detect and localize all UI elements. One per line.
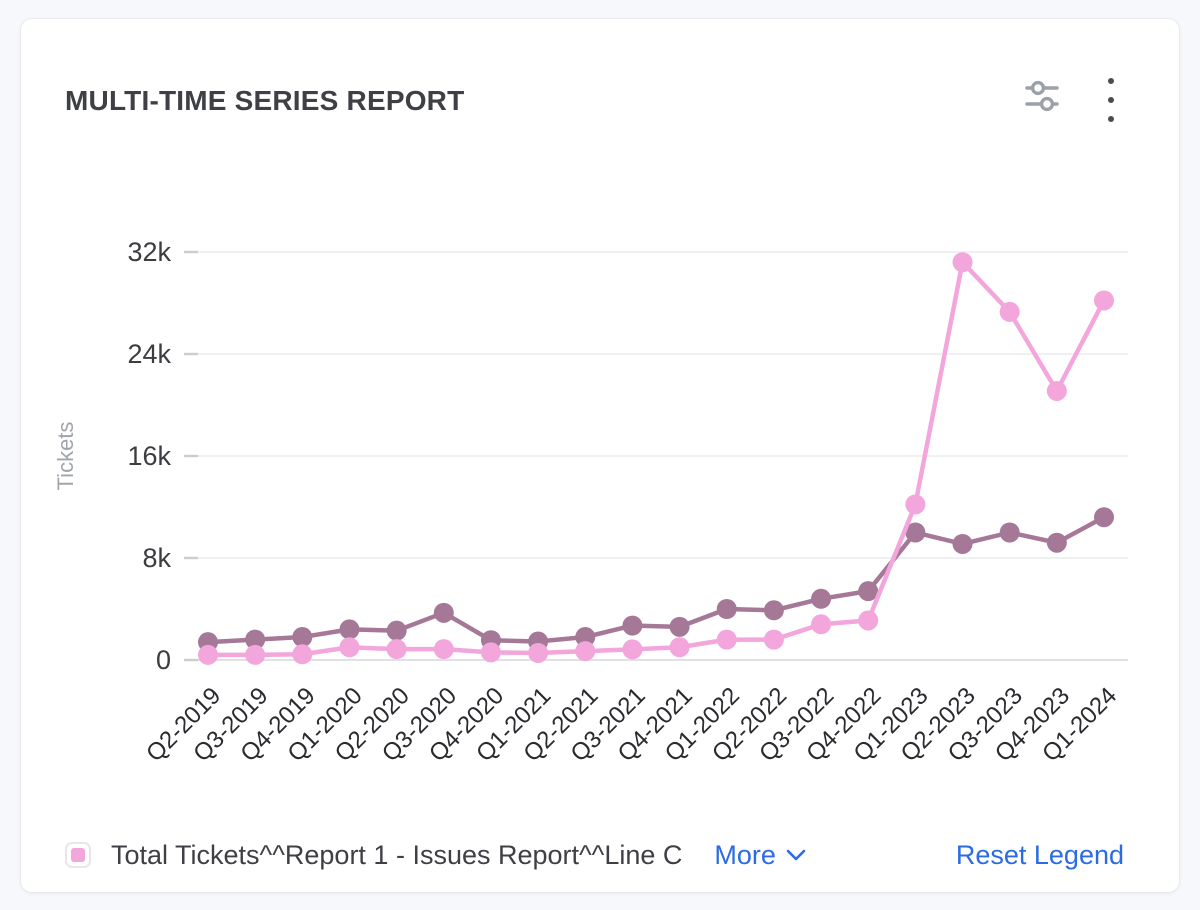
chevron-down-icon [786, 849, 806, 861]
data-point[interactable] [1094, 507, 1114, 528]
y-tick-label: 32k [127, 237, 171, 267]
x-tick-label: Q1-2022 [660, 682, 745, 767]
data-point[interactable] [433, 639, 454, 660]
legend-more-button[interactable]: More [714, 840, 806, 871]
data-point[interactable] [292, 627, 313, 648]
data-point[interactable] [669, 637, 690, 658]
x-tick-label: Q3-2021 [566, 682, 651, 767]
data-point[interactable] [905, 494, 926, 515]
data-point[interactable] [575, 641, 596, 662]
x-tick-label: Q4-2023 [990, 682, 1075, 767]
x-tick-label: Q3-2023 [943, 682, 1028, 767]
x-tick-label: Q2-2019 [141, 682, 226, 767]
reset-legend-button[interactable]: Reset Legend [955, 839, 1124, 870]
data-point[interactable] [716, 599, 737, 619]
report-card: MULTI-TIME SERIES REPORT 0 8k 16k 24k 32k Tic… [20, 18, 1180, 893]
data-point[interactable] [763, 629, 784, 650]
x-tick-label: Q3-2022 [754, 682, 839, 767]
y-tick-label: 0 [156, 645, 171, 675]
x-tick-label: Q2-2021 [518, 682, 603, 767]
data-point[interactable] [999, 301, 1020, 322]
x-tick-label: Q1-2024 [1037, 682, 1122, 767]
filter-sliders-button[interactable] [1021, 75, 1061, 115]
data-point[interactable] [952, 533, 973, 554]
x-tick-label: Q4-2022 [801, 682, 886, 767]
data-point[interactable] [858, 581, 879, 602]
data-point[interactable] [858, 610, 879, 631]
data-point[interactable] [1046, 380, 1067, 401]
data-point[interactable] [198, 644, 218, 665]
series-2 [198, 507, 1114, 653]
data-point[interactable] [292, 644, 313, 665]
x-axis-labels: Q2-2019Q3-2019Q4-2019Q1-2020Q2-2020Q3-20… [141, 682, 1122, 767]
data-point[interactable] [811, 588, 832, 609]
legend-series-label[interactable]: Total Tickets^^Report 1 - Issues Report^… [111, 839, 683, 870]
data-point[interactable] [1046, 532, 1067, 553]
y-tick-label: 16k [127, 441, 171, 471]
data-point[interactable] [339, 619, 360, 640]
data-point[interactable] [999, 522, 1020, 543]
series-line [205, 259, 1107, 658]
y-axis-title: Tickets [53, 422, 78, 491]
data-point[interactable] [245, 644, 266, 665]
x-tick-label: Q4-2020 [424, 682, 509, 767]
data-point[interactable] [905, 522, 926, 543]
x-tick-label: Q2-2023 [896, 682, 981, 767]
x-tick-label: Q2-2020 [330, 682, 415, 767]
x-tick-label: Q2-2022 [707, 682, 792, 767]
data-point[interactable] [339, 637, 360, 658]
legend: Total Tickets^^Report 1 - Issues Report^… [65, 831, 1124, 879]
x-tick-label: Q4-2019 [235, 682, 320, 767]
data-point[interactable] [716, 629, 737, 650]
data-point[interactable] [386, 620, 407, 641]
data-point[interactable] [811, 614, 832, 635]
x-tick-label: Q1-2020 [283, 682, 368, 767]
data-point[interactable] [433, 602, 454, 623]
legend-swatch[interactable] [65, 842, 91, 868]
page-title: MULTI-TIME SERIES REPORT [65, 85, 465, 116]
filter-sliders-icon [1025, 80, 1059, 112]
x-tick-label: Q1-2023 [848, 682, 933, 767]
y-tick-label: 8k [142, 543, 171, 573]
data-point[interactable] [952, 252, 973, 273]
legend-swatch-color [71, 848, 85, 862]
data-point[interactable] [622, 615, 643, 636]
gridlines [184, 250, 1128, 662]
x-tick-label: Q3-2019 [188, 682, 273, 767]
kebab-menu-button[interactable] [1097, 77, 1125, 123]
data-point[interactable] [622, 639, 643, 660]
data-point[interactable] [763, 600, 784, 621]
data-point[interactable] [528, 642, 549, 663]
multi-time-series-line-chart: 0 8k 16k 24k 32k Tickets Q2-2019Q3-2019Q4-2019… [53, 237, 1128, 767]
data-point[interactable] [1094, 290, 1114, 311]
x-tick-label: Q3-2020 [377, 682, 462, 767]
x-tick-label: Q1-2021 [471, 682, 556, 767]
data-point[interactable] [386, 639, 407, 660]
series-1 [198, 252, 1114, 665]
kebab-menu-icon [1108, 78, 1114, 84]
x-tick-label: Q4-2021 [613, 682, 698, 767]
y-tick-label: 24k [127, 339, 171, 369]
data-point[interactable] [669, 616, 690, 637]
legend-more-label: More [714, 839, 776, 870]
data-point[interactable] [480, 642, 501, 663]
y-axis-labels: 0 8k 16k 24k 32k [127, 237, 171, 675]
